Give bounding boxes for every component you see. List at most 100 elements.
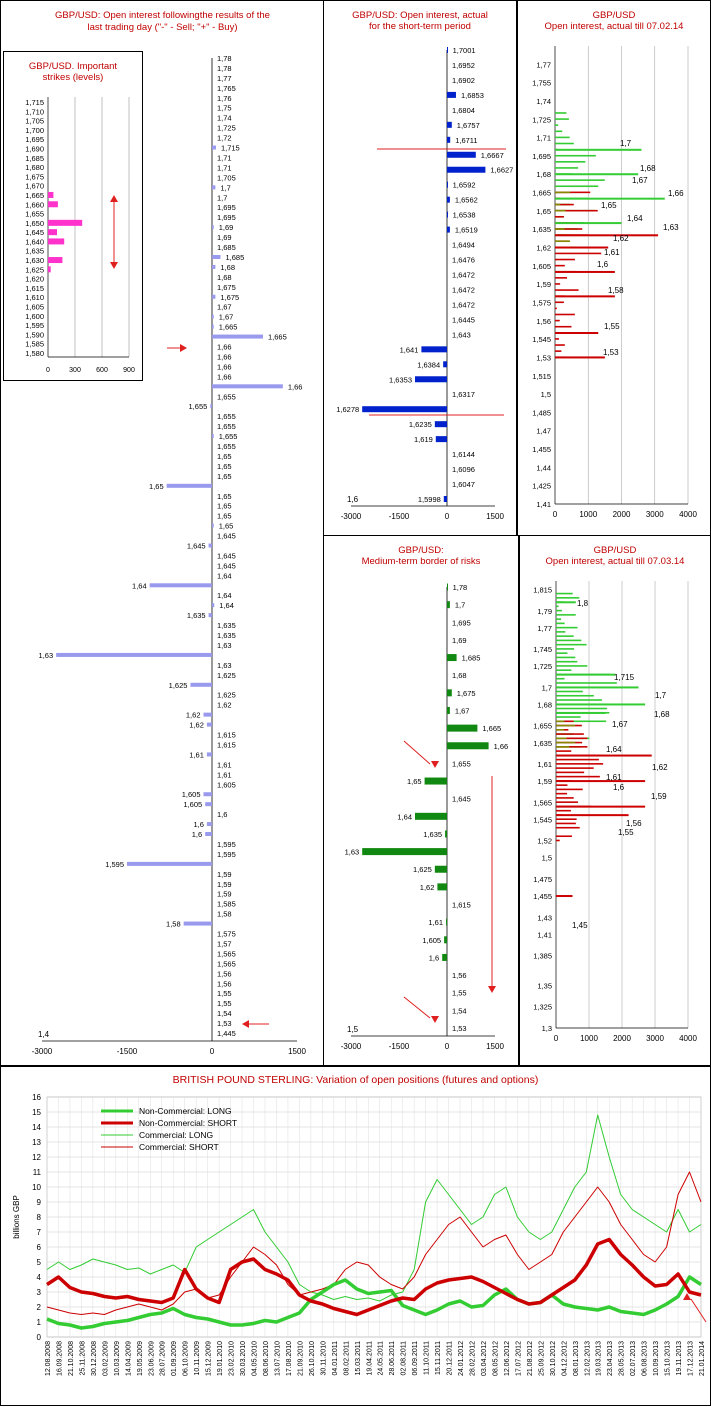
x-date-label: 25.11.2008 — [79, 1341, 86, 1376]
call-bar — [556, 626, 578, 629]
x-tick-label: 1500 — [486, 1042, 504, 1051]
call-bar — [556, 597, 580, 599]
x-tick-label: 0 — [445, 512, 450, 521]
bar-value-label: 1,665 — [482, 724, 501, 733]
x-date-label: 25.09.2012 — [538, 1341, 545, 1376]
bar — [212, 225, 214, 230]
put-bar — [555, 325, 572, 328]
bar-value-label: 1,6445 — [452, 315, 475, 324]
x-date-label: 10.09.2013 — [653, 1341, 660, 1376]
bar-value-label: 1,53 — [452, 1024, 467, 1033]
inset-chart-title-line1: GBP/USD. Important — [28, 61, 118, 72]
strike-bar-peak — [555, 197, 665, 200]
bar-value-label: 1,675 — [217, 283, 236, 292]
bar-value-label: 1,57 — [217, 939, 232, 948]
bar-value-label: 1,65 — [217, 512, 232, 521]
y-tick-label: 4 — [37, 1273, 42, 1282]
y-tick-label: 1,725 — [532, 115, 551, 124]
x-tick-label: 1000 — [580, 1034, 598, 1043]
bar-value-label: 1,54 — [452, 1006, 467, 1015]
bar-value-label: 1,55 — [217, 989, 232, 998]
bar-value-label: 1,655 — [217, 412, 236, 421]
strike-bar — [48, 229, 57, 236]
y-tick-label: 1,325 — [533, 1003, 552, 1012]
axis-min-label: 1,4 — [38, 1030, 50, 1039]
bar-value-label: 1,71 — [217, 153, 232, 162]
bar-value-label: 1,6144 — [452, 450, 475, 459]
x-date-label: 16.09.2008 — [56, 1341, 63, 1376]
bar-value-label: 1,74 — [217, 114, 232, 123]
bar-value-label: 1,595 — [105, 860, 124, 869]
bar — [212, 603, 215, 608]
strike-bar-peak — [556, 805, 646, 808]
overlap-bar — [556, 746, 570, 748]
strike-level-label: 1,640 — [25, 237, 44, 246]
bar-value-label: 1,643 — [452, 330, 471, 339]
overlap-bar — [555, 209, 566, 212]
pointer-arrow-head — [683, 1293, 691, 1300]
call-bar — [556, 677, 565, 680]
call-bar — [555, 142, 574, 145]
medium-term-panel: GBP/USD: Medium-term border of risks -30… — [323, 535, 519, 1066]
strike-level-label: 1,690 — [25, 144, 44, 153]
y-tick-label: 9 — [37, 1198, 42, 1207]
bar-value-label: 1,635 — [187, 611, 206, 620]
strike-label: 1,45 — [572, 921, 588, 930]
x-date-label: 19.01.2010 — [217, 1341, 224, 1376]
y-tick-label: 1,745 — [533, 645, 552, 654]
strike-label: 1,64 — [606, 745, 622, 754]
axis-min-label: 1,6 — [347, 495, 359, 504]
bar-value-label: 1,53 — [217, 1019, 232, 1028]
bar-value-label: 1,6562 — [455, 196, 478, 205]
strike-label: 1,62 — [613, 234, 629, 243]
bar-value-label: 1,7 — [220, 183, 230, 192]
series-line — [46, 1171, 702, 1315]
strike-level-label: 1,655 — [25, 210, 44, 219]
strike-level-label: 1,700 — [25, 126, 44, 135]
bar-value-label: 1,6317 — [452, 390, 475, 399]
x-date-label: 19.11.2013 — [676, 1341, 683, 1376]
bar-value-label: 1,6 — [192, 830, 202, 839]
put-bar — [556, 746, 588, 748]
bar-value-label: 1,59 — [217, 870, 232, 879]
put-bar — [555, 191, 591, 194]
y-tick-label: 1,53 — [536, 353, 551, 362]
call-bar — [555, 161, 586, 163]
y-tick-label: 1,7 — [542, 683, 552, 692]
strike-level-label: 1,715 — [25, 98, 44, 107]
strike-label: 1,7 — [620, 139, 632, 148]
x-date-label: 30.03.2010 — [240, 1341, 247, 1376]
y-tick-label: 1,79 — [537, 607, 552, 616]
x-tick-label: 3000 — [646, 1034, 664, 1043]
y-tick-label: 1,44 — [536, 463, 551, 472]
strike-label: 1,65 — [601, 201, 617, 210]
bar — [212, 254, 221, 259]
y-tick-label: 1,5 — [541, 390, 551, 399]
put-bar — [556, 792, 568, 795]
bar — [212, 314, 214, 319]
strike-level-label: 1,600 — [25, 312, 44, 321]
x-date-label: 13.07.2010 — [274, 1341, 281, 1376]
x-date-label: 24.01.2012 — [458, 1341, 465, 1376]
strike-label: 1,68 — [640, 164, 656, 173]
call-bar — [556, 682, 617, 684]
legend-label: Commercial: SHORT — [139, 1142, 219, 1152]
x-tick-label: 4000 — [679, 510, 697, 519]
y-tick-label: 1,41 — [537, 930, 552, 939]
y-tick-label: 1,695 — [532, 152, 551, 161]
call-bar — [555, 112, 567, 114]
bar-value-label: 1,64 — [397, 812, 412, 821]
bar-value-label: 1,64 — [217, 591, 232, 600]
strike-bar-peak — [556, 711, 606, 714]
bar-value-label: 1,56 — [217, 979, 232, 988]
bar-value-label: 1,655 — [217, 442, 236, 451]
mar-open-interest-panel: GBP/USD Open interest, actual till 07.03… — [519, 535, 711, 1066]
put-bar — [556, 750, 572, 752]
bar — [127, 861, 212, 866]
bar-value-label: 1,78 — [453, 583, 468, 592]
bar — [447, 583, 448, 591]
bar-value-label: 1,69 — [219, 223, 234, 232]
bar-value-label: 1,56 — [452, 971, 467, 980]
bar-value-label: 1,72 — [217, 134, 232, 143]
y-tick-label: 1,425 — [532, 482, 551, 491]
